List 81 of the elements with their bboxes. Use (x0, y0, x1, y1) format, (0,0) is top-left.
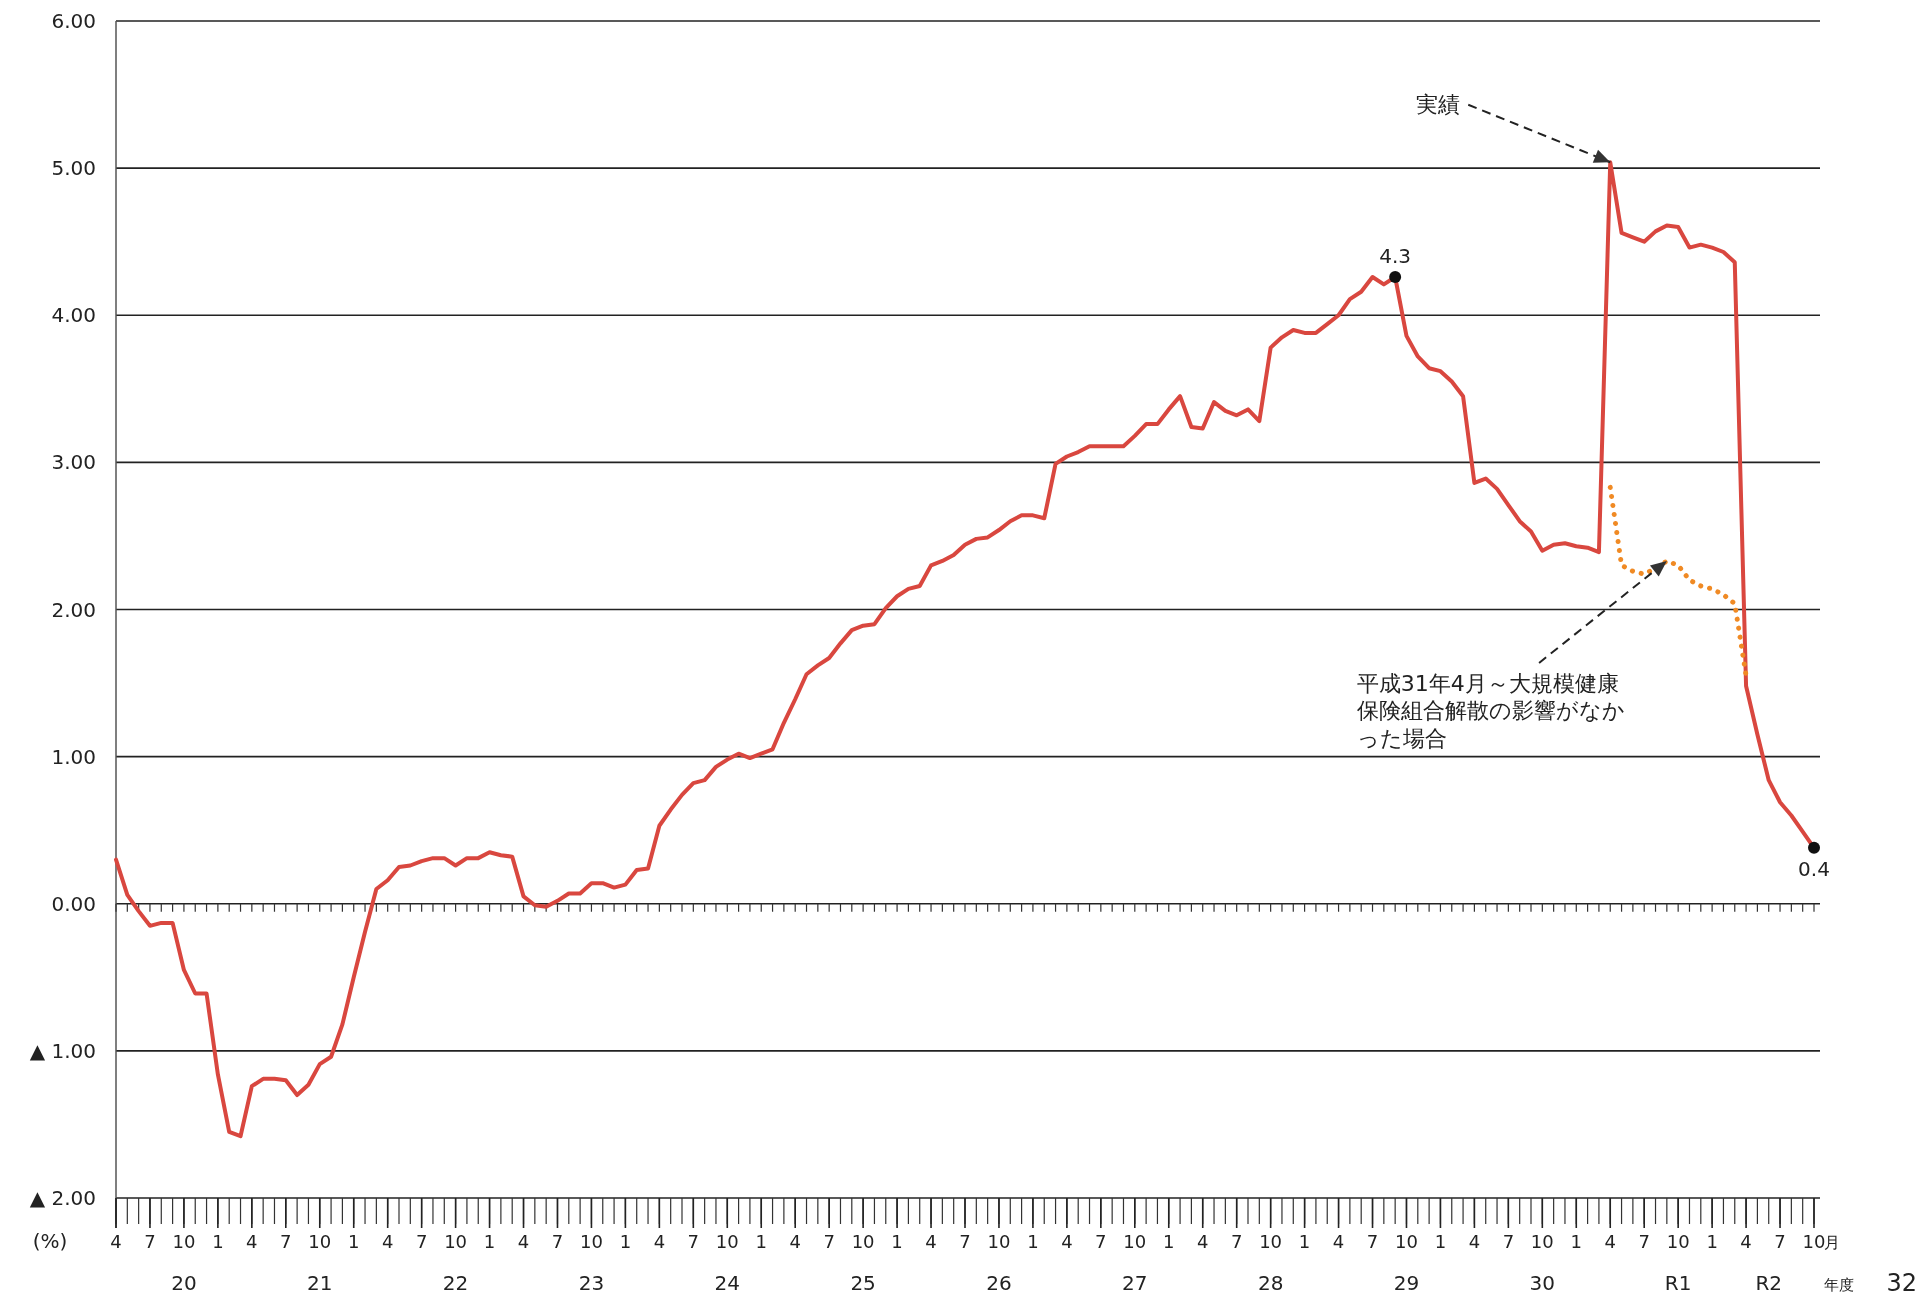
x2-tick-label: 25 (850, 1271, 876, 1295)
x2-tick-label: 30 (1529, 1271, 1556, 1295)
x-tick-label: 7 (1502, 1231, 1515, 1252)
x-tick-label: 10 (715, 1231, 739, 1252)
x-tick-label: 7 (551, 1231, 564, 1252)
x-tick-label: 1 (347, 1231, 360, 1252)
x-tick-label: 4 (653, 1231, 666, 1252)
y-axis-title: (%) (32, 1229, 68, 1253)
x-tick-label: 1 (1298, 1231, 1311, 1252)
data-label: 0.4 (1798, 856, 1830, 881)
x2-tick-label: 21 (307, 1271, 333, 1295)
x-tick-label: 4 (246, 1231, 258, 1252)
data-label: 4.3 (1379, 244, 1412, 268)
x-tick-label: 4 (1196, 1231, 1209, 1252)
x-tick-label: 1 (755, 1231, 767, 1252)
x-axis-title: 月 (1824, 1233, 1840, 1252)
x-tick-label: 4 (1332, 1231, 1345, 1252)
x-tick-label: 10 (1395, 1231, 1418, 1252)
x2-tick-label: 23 (578, 1271, 605, 1295)
x-tick-label: 4 (1468, 1231, 1481, 1252)
x-tick-label: 4 (925, 1231, 937, 1252)
x-tick-label: 7 (959, 1231, 971, 1252)
x-tick-label: 1 (212, 1231, 224, 1252)
x-tick-label: 7 (1638, 1231, 1650, 1252)
x-tick-label: 4 (1604, 1231, 1616, 1252)
x2-tick-label: 26 (986, 1271, 1012, 1295)
x-tick-label: 10 (851, 1231, 875, 1252)
y-tick-label: 0.00 (51, 891, 96, 916)
x-tick-label: 10 (579, 1231, 603, 1252)
x2-tick-label: R2 (1755, 1271, 1783, 1295)
x2-tick-label: 29 (1393, 1271, 1420, 1295)
x-tick-label: 7 (1230, 1231, 1243, 1252)
x2-tick-label: R1 (1664, 1271, 1692, 1295)
y-tick-label: 2.00 (51, 597, 96, 622)
annotation: 実績 (1416, 92, 1461, 118)
x-tick-label: 7 (415, 1231, 428, 1252)
x-tick-label: 4 (110, 1231, 122, 1252)
y-tick-label: ▲ 1.00 (29, 1038, 96, 1063)
x-tick-label: 1 (1027, 1231, 1039, 1252)
x-tick-label: 7 (823, 1231, 835, 1252)
x2-tick-label: 28 (1257, 1271, 1284, 1295)
x-tick-label: 1 (619, 1231, 632, 1252)
x-tick-label: 1 (891, 1231, 903, 1252)
x-tick-label: 7 (1095, 1231, 1107, 1252)
x-tick-label: 7 (1366, 1231, 1379, 1252)
x-tick-label: 1 (1706, 1231, 1718, 1252)
y-tick-label: 6.00 (51, 9, 96, 33)
y-tick-label: 1.00 (51, 744, 96, 769)
x-tick-label: 7 (144, 1231, 156, 1252)
text: 32 (1886, 1269, 1917, 1297)
x-tick-label: 10 (1802, 1231, 1826, 1252)
y-tick-label: 4.00 (51, 303, 96, 328)
x-tick-label: 7 (280, 1231, 292, 1252)
x2-tick-label: 24 (714, 1271, 741, 1295)
x-tick-label: 1 (1434, 1231, 1447, 1252)
x-tick-label: 4 (517, 1231, 530, 1252)
x-tick-label: 7 (1774, 1231, 1786, 1252)
x-tick-label: 10 (987, 1231, 1011, 1252)
y-tick-label: ▲ 2.00 (29, 1186, 96, 1210)
x-tick-label: 10 (444, 1231, 468, 1252)
x2-tick-label: 20 (171, 1271, 197, 1295)
y-tick-label: 5.00 (51, 156, 96, 181)
x-tick-label: 4 (1740, 1231, 1752, 1252)
x-tick-label: 10 (1123, 1231, 1147, 1252)
x-tick-label: 10 (1666, 1231, 1690, 1252)
x-tick-label: 1 (1163, 1231, 1175, 1252)
x-tick-label: 10 (1530, 1231, 1554, 1252)
x-tick-label: 1 (1570, 1231, 1583, 1252)
x-tick-label: 10 (172, 1231, 196, 1252)
x-tick-label: 1 (483, 1231, 496, 1252)
x-tick-label: 10 (1259, 1231, 1283, 1252)
x-tick-label: 7 (687, 1231, 700, 1252)
annotation: 平成31年4月～大規模健康保険組合解散の影響がなかった場合 (1356, 670, 1625, 751)
x-tick-label: 4 (1061, 1231, 1073, 1252)
x-tick-label: 4 (789, 1231, 801, 1252)
y-tick-label: 3.00 (51, 450, 96, 475)
x2-axis-title: 年度 (1824, 1276, 1854, 1294)
x-tick-label: 10 (308, 1231, 332, 1252)
x2-tick-label: 27 (1122, 1271, 1148, 1295)
x2-tick-label: 22 (442, 1271, 469, 1295)
x-tick-label: 4 (381, 1231, 394, 1252)
